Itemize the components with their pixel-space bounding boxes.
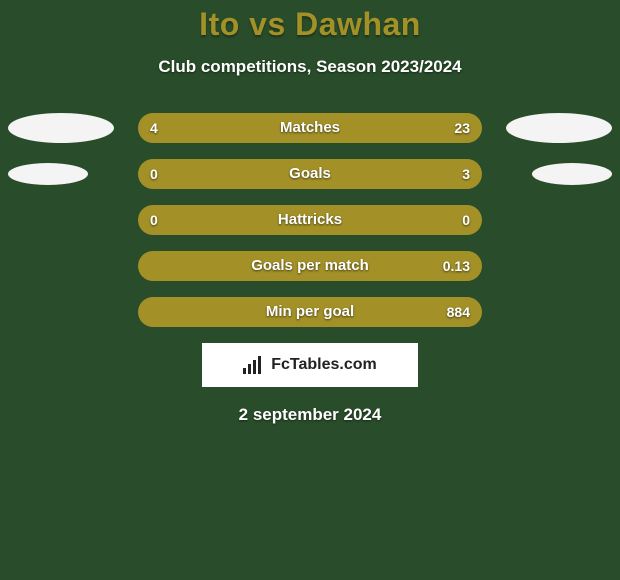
title-vs: vs <box>240 6 295 42</box>
footer-date: 2 september 2024 <box>0 405 620 425</box>
bar-fill-right <box>310 205 482 235</box>
stat-bar: 423Matches <box>138 113 482 143</box>
stat-value-left: 4 <box>150 113 158 143</box>
stat-row: 00Hattricks <box>0 205 620 235</box>
stat-value-right: 0.13 <box>443 251 470 281</box>
stat-value-right: 0 <box>462 205 470 235</box>
title-player-left: Ito <box>199 6 240 42</box>
title-player-right: Dawhan <box>295 6 421 42</box>
bar-fill-left <box>138 205 310 235</box>
player-badge-right <box>532 163 612 185</box>
stats-container: 423Matches03Goals00Hattricks0.13Goals pe… <box>0 113 620 327</box>
stat-row: 884Min per goal <box>0 297 620 327</box>
stat-bar: 0.13Goals per match <box>138 251 482 281</box>
stat-value-left: 0 <box>150 159 158 189</box>
bar-fill-right <box>138 251 482 281</box>
brand-box[interactable]: FcTables.com <box>202 343 418 387</box>
stat-value-left: 0 <box>150 205 158 235</box>
stat-bar: 00Hattricks <box>138 205 482 235</box>
page-title: Ito vs Dawhan <box>0 0 620 43</box>
stat-value-right: 23 <box>454 113 470 143</box>
bar-fill-left <box>138 113 196 143</box>
chart-bars-icon <box>243 356 265 374</box>
player-badge-left <box>8 113 114 143</box>
bar-fill-right <box>152 159 482 189</box>
player-badge-left <box>8 163 88 185</box>
stat-row: 0.13Goals per match <box>0 251 620 281</box>
subtitle: Club competitions, Season 2023/2024 <box>0 57 620 77</box>
stat-value-right: 884 <box>447 297 470 327</box>
bar-fill-right <box>196 113 482 143</box>
stat-bar: 884Min per goal <box>138 297 482 327</box>
brand-text: FcTables.com <box>271 356 377 374</box>
stat-row: 03Goals <box>0 159 620 189</box>
stat-value-right: 3 <box>462 159 470 189</box>
stat-bar: 03Goals <box>138 159 482 189</box>
stat-row: 423Matches <box>0 113 620 143</box>
bar-fill-right <box>138 297 482 327</box>
player-badge-right <box>506 113 612 143</box>
comparison-canvas: Ito vs Dawhan Club competitions, Season … <box>0 0 620 580</box>
